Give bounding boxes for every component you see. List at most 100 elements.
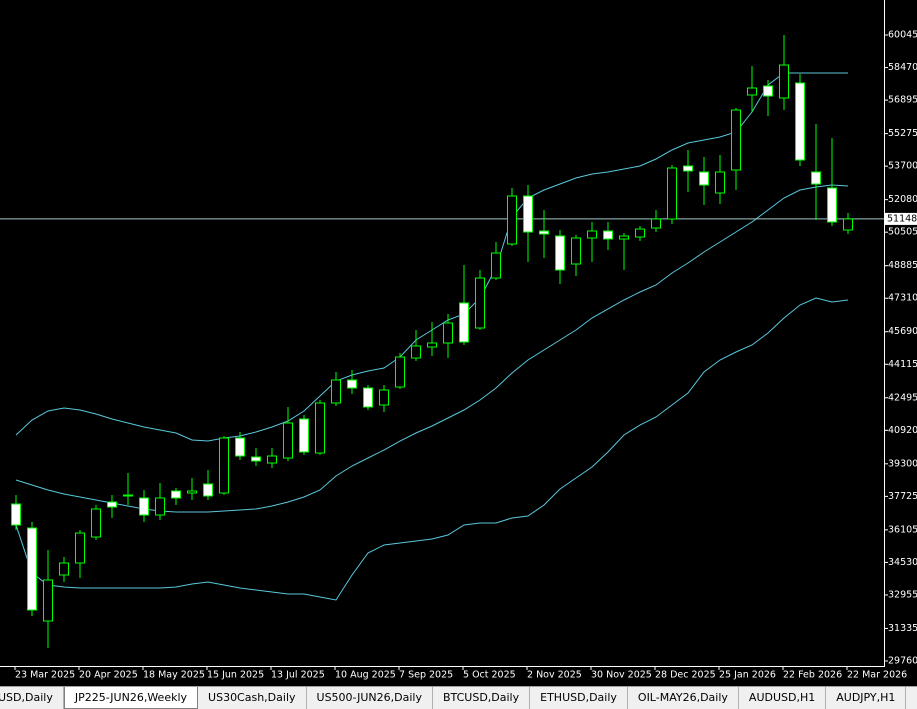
candle-body: [603, 230, 613, 240]
candle-body: [379, 389, 389, 406]
y-tick-label: 39300: [888, 458, 917, 469]
y-tick-label: 44115: [888, 359, 917, 370]
candle-body: [763, 85, 773, 97]
candle-body: [555, 235, 565, 271]
candle-body: [539, 230, 549, 235]
candle-body: [843, 218, 853, 231]
y-tick-label: 37725: [888, 491, 917, 502]
candle-body: [475, 277, 485, 329]
chart-tab[interactable]: JP225-JUN26,Weekly: [63, 687, 199, 709]
x-tick-label: 15 Jun 2025: [207, 670, 264, 681]
candle-body: [571, 237, 581, 265]
x-tick-label: 22 Feb 2026: [783, 670, 842, 681]
band-line: [15, 297, 849, 601]
candle-body: [203, 483, 213, 497]
chart-tab[interactable]: ETHUSD,Daily: [530, 687, 628, 709]
chart-tab[interactable]: AUDUSD,H1: [739, 687, 827, 709]
chart-tab[interactable]: AUDJPY,H1: [826, 687, 907, 709]
candle-body: [507, 195, 517, 245]
x-tick-label: 28 Dec 2025: [655, 670, 716, 681]
y-tick-label: 60045: [888, 30, 917, 41]
candle-body: [299, 418, 309, 453]
y-tick-label: 48885: [888, 260, 917, 271]
y-tick-label: 50505: [888, 227, 917, 238]
x-tick-label: 10 Aug 2025: [335, 670, 396, 681]
candle-body: [75, 532, 85, 564]
y-tick-label: 29760: [888, 655, 917, 666]
candle-body: [59, 562, 69, 576]
y-tick-label: 34530: [888, 557, 917, 568]
x-tick-label: 13 Jul 2025: [271, 670, 325, 681]
candle-body: [267, 455, 277, 464]
candle-body: [779, 64, 789, 99]
chart-background: [0, 0, 917, 686]
candle-body: [347, 379, 357, 389]
band-line: [15, 184, 849, 513]
candle-body: [155, 497, 165, 516]
last-price-label: 51148: [887, 213, 917, 224]
candle-body: [235, 437, 245, 457]
y-tick-label: 52080: [888, 194, 917, 205]
candle-body: [683, 165, 693, 172]
chart-tab[interactable]: BTCUSD,Daily: [433, 687, 531, 709]
candle-body: [395, 356, 405, 388]
candle-body: [331, 379, 341, 404]
candle-body: [443, 322, 453, 344]
y-tick-label: 56895: [888, 95, 917, 106]
y-tick-label: 42495: [888, 392, 917, 403]
y-tick-label: 36105: [888, 524, 917, 535]
y-tick-label: 47310: [888, 293, 917, 304]
candle-body: [667, 167, 677, 220]
x-tick-label: 22 Mar 2026: [847, 670, 907, 681]
candle-body: [459, 302, 469, 343]
candle-body: [635, 228, 645, 238]
chart-tab[interactable]: US500-JUN26,Daily: [307, 687, 433, 709]
candle-body: [251, 456, 261, 462]
y-tick-label: 53700: [888, 161, 917, 172]
candle-body: [363, 387, 373, 408]
candle-body: [107, 501, 117, 508]
x-tick-label: 5 Oct 2025: [463, 670, 516, 681]
chart-tab[interactable]: US30Cash,Daily: [198, 687, 307, 709]
candle-body: [427, 342, 437, 348]
candle-body: [699, 171, 709, 186]
candle-body: [123, 494, 133, 497]
candle-body: [715, 171, 725, 194]
x-tick-label: 18 May 2025: [143, 670, 205, 681]
x-tick-label: 30 Nov 2025: [591, 670, 652, 681]
candle-body: [219, 437, 229, 494]
x-tick-label: 25 Jan 2026: [719, 670, 776, 681]
candle-body: [315, 402, 325, 454]
candle-body: [651, 218, 661, 229]
candle-body: [43, 579, 53, 622]
x-tick-label: 23 Mar 2025: [15, 670, 75, 681]
candle-body: [139, 497, 149, 516]
candle-body: [747, 87, 757, 96]
chart: 29760 31335 32955 34530 36105 37725 39300 40920…: [0, 0, 917, 686]
y-tick-label: 45690: [888, 326, 917, 337]
candle-body: [795, 82, 805, 161]
y-tick-label: 32955: [888, 589, 917, 600]
candle-body: [523, 195, 533, 233]
candle-body: [171, 490, 181, 499]
candle-body: [411, 345, 421, 359]
chart-tab[interactable]: USD,Daily: [0, 687, 64, 709]
y-tick-label: 40920: [888, 425, 917, 436]
chart-tab[interactable]: OIL-MAY26,Daily: [628, 687, 739, 709]
candle-body: [731, 109, 741, 171]
y-tick-label: 55275: [888, 128, 917, 139]
candle-body: [827, 187, 837, 223]
candle-body: [187, 490, 197, 494]
x-tick-label: 7 Sep 2025: [399, 670, 453, 681]
candle-body: [619, 235, 629, 240]
x-tick-label: 20 Apr 2025: [79, 670, 138, 681]
candle-body: [91, 508, 101, 538]
candle-body: [283, 422, 293, 459]
y-tick-label: 31335: [888, 623, 917, 634]
tab-bar: USD,Daily JP225-JUN26,Weekly US30Cash,Dail…: [0, 686, 917, 709]
candle-body: [587, 230, 597, 239]
x-tick-label: 2 Nov 2025: [527, 670, 582, 681]
candle-body: [11, 503, 21, 526]
last-price-box: [885, 212, 917, 225]
